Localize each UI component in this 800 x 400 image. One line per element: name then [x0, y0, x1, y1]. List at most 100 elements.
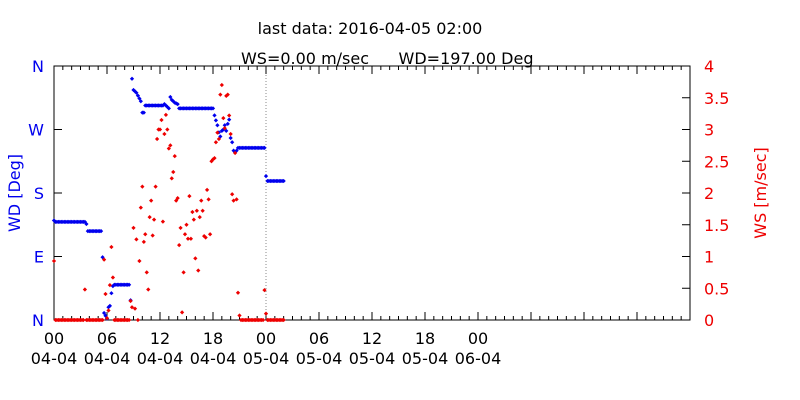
x-tick-label-date: 05-04	[296, 349, 343, 368]
x-tick-label-time: 00	[468, 329, 488, 348]
ws-point	[150, 233, 155, 238]
wd-point	[175, 101, 180, 107]
ws-point	[110, 275, 116, 280]
ws-point	[172, 154, 177, 159]
ws-point	[215, 130, 220, 135]
wd-point	[141, 110, 146, 115]
ws-point	[175, 195, 180, 201]
wd-point	[227, 117, 232, 122]
ws-point	[151, 217, 157, 222]
ws-point	[132, 306, 138, 311]
wd-axis-label: WD [Deg]	[5, 154, 24, 232]
marks-layer	[51, 76, 286, 323]
x-tick-label-date: 05-04	[243, 349, 290, 368]
ws-point	[260, 317, 266, 323]
ws-point	[228, 131, 233, 137]
x-tick-label-date: 04-04	[137, 349, 184, 368]
ws-tick-label: 4	[704, 57, 714, 76]
ws-point	[181, 270, 186, 275]
ws-point	[200, 208, 205, 213]
x-tick-label-time: 12	[362, 329, 382, 348]
ws-point	[135, 317, 141, 323]
wd-point	[210, 106, 216, 111]
ws-point	[216, 136, 222, 142]
ws-point	[196, 268, 201, 273]
ws-point	[163, 112, 169, 118]
ws-point	[204, 187, 210, 192]
wd-point	[212, 113, 217, 118]
ws-point	[171, 169, 176, 175]
ws-point	[212, 155, 217, 161]
ws-point	[191, 217, 196, 222]
x-tick-label-time: 00	[256, 329, 276, 348]
x-tick-label-date: 06-04	[455, 349, 502, 368]
ws-tick-label: 0.5	[704, 279, 729, 298]
ws-point	[179, 310, 185, 315]
ws-point	[51, 258, 57, 264]
wd-point	[263, 173, 269, 179]
ws-point	[187, 194, 192, 199]
x-tick-label-date: 04-04	[84, 349, 131, 368]
ws-point	[234, 197, 239, 202]
ws-point	[169, 176, 174, 181]
ws-point	[232, 150, 238, 156]
axes-layer: 0004-040604-041204-041804-040005-040605-…	[28, 57, 729, 368]
ws-point	[237, 313, 242, 318]
ws-point	[281, 317, 286, 323]
ws-point	[165, 127, 170, 132]
wd-current-label: WD=197.00 Deg	[399, 49, 534, 68]
wd-tick-label: W	[28, 121, 44, 140]
ws-point	[185, 236, 191, 241]
ws-point	[106, 308, 111, 313]
ws-point	[131, 225, 136, 231]
wd-point	[129, 76, 135, 81]
ws-point	[154, 136, 160, 142]
ws-axis-label: WS [m/sec]	[751, 147, 770, 239]
ws-tick-label: 1.5	[704, 216, 729, 235]
ws-point	[146, 287, 151, 292]
wd-tick-label: E	[34, 248, 44, 267]
ws-point	[225, 92, 230, 97]
ws-point	[143, 232, 148, 237]
ws-point	[138, 205, 143, 210]
ws-point	[219, 82, 224, 88]
wd-point	[213, 118, 219, 123]
ws-tick-label: 3	[704, 121, 714, 140]
ws-point	[149, 198, 154, 203]
ws-point	[160, 219, 166, 224]
ws-point	[129, 305, 135, 310]
wd-point	[281, 178, 286, 184]
ws-point	[157, 127, 163, 132]
ws-point	[178, 225, 183, 231]
x-tick-label-date: 04-04	[190, 349, 237, 368]
wd-point	[134, 90, 139, 95]
ws-tick-label: 3.5	[704, 89, 729, 108]
ws-point	[159, 117, 164, 123]
ws-point	[193, 256, 198, 261]
ws-point	[128, 298, 133, 304]
ws-point	[147, 215, 152, 220]
wd-point	[225, 121, 230, 126]
wd-tick-label: S	[34, 184, 44, 203]
ws-point	[134, 237, 139, 242]
ws-point	[221, 115, 226, 121]
ws-point	[262, 288, 267, 293]
ws-point	[190, 209, 195, 215]
ws-point	[207, 232, 213, 237]
ws-point	[141, 239, 146, 245]
x-tick-label-date: 05-04	[402, 349, 449, 368]
wd-tick-label: N	[32, 57, 44, 76]
ws-point	[177, 242, 182, 248]
wd-point	[109, 291, 114, 296]
x-tick-label-time: 00	[44, 329, 64, 348]
chart-title: last data: 2016-04-05 02:00	[258, 19, 483, 38]
ws-point	[222, 126, 227, 131]
ws-point	[197, 215, 202, 220]
ws-point	[109, 244, 114, 250]
ws-point	[184, 222, 189, 227]
ws-point	[166, 146, 171, 151]
wd-point	[222, 123, 227, 128]
ws-point	[168, 143, 173, 148]
ws-point	[230, 192, 235, 197]
x-tick-label-time: 06	[97, 329, 117, 348]
